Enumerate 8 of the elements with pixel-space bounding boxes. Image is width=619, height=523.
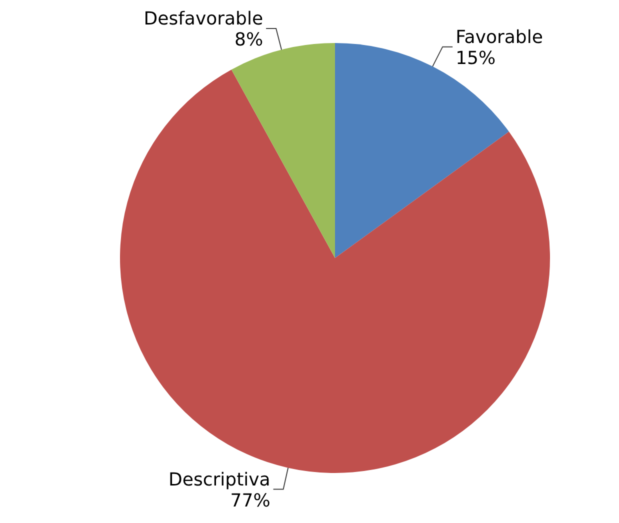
- pie-slice: [335, 43, 509, 258]
- slice-label: Desfavorable: [144, 8, 264, 30]
- data-label: 15%: [456, 48, 496, 69]
- data-label: 8%: [234, 29, 264, 50]
- pie-slice: [120, 70, 550, 473]
- slice-label: Descriptiva: [168, 469, 270, 490]
- slice-label: Favorable: [456, 26, 543, 48]
- data-label: 77%: [230, 490, 270, 512]
